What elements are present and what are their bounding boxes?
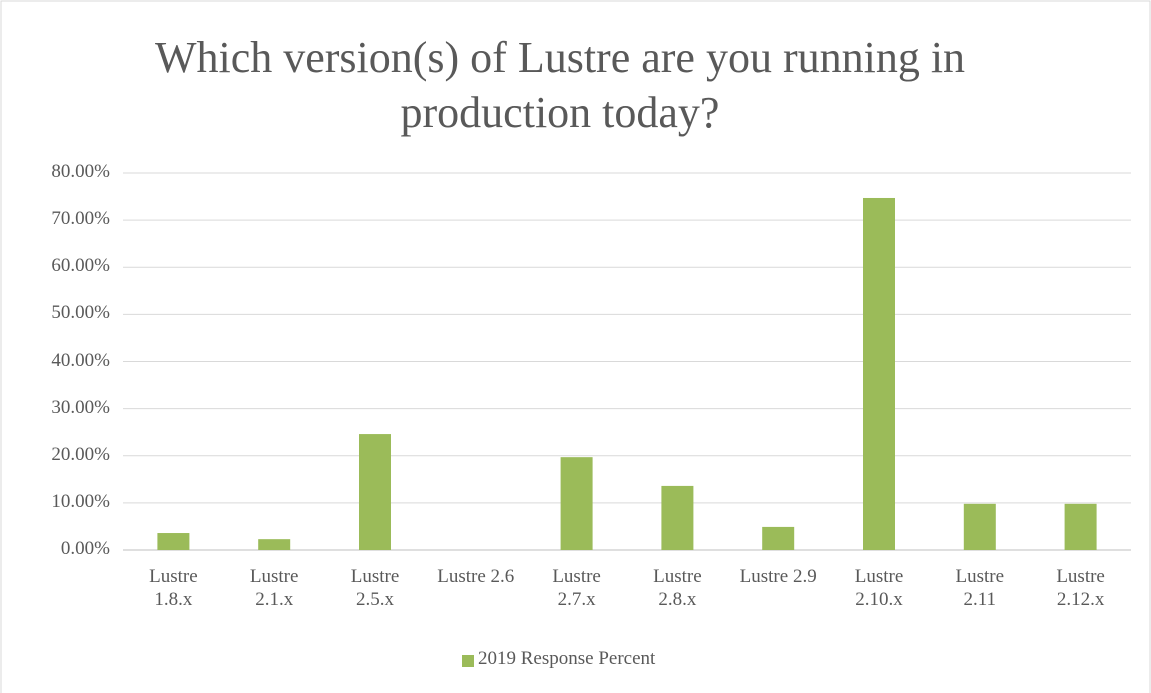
y-tick-label: 70.00% (51, 208, 110, 230)
bar (963, 503, 996, 550)
y-tick-label: 60.00% (51, 255, 110, 277)
bar (1064, 503, 1097, 550)
bar (762, 526, 795, 550)
y-tick-label: 80.00% (51, 161, 110, 182)
y-tick-label: 50.00% (51, 302, 110, 324)
x-tick-label: Lustre 2.6 (437, 566, 515, 587)
y-tick-label: 40.00% (51, 349, 110, 371)
x-tick-label: Lustre 1.8.x (149, 566, 198, 610)
y-tick-label: 20.00% (51, 443, 110, 465)
bar (863, 197, 895, 550)
y-tick-label: 0.00% (60, 538, 110, 559)
x-tick-label: Lustre 2.12.x (1056, 566, 1105, 610)
x-tick-label: Lustre 2.7.x (552, 566, 601, 610)
x-tick-label: Lustre 2.9 (739, 566, 817, 587)
x-tick-label: Lustre 2.1.x (249, 566, 299, 610)
bar (258, 539, 291, 550)
bar (560, 457, 593, 550)
legend-label: 2019 Response Percent (478, 648, 656, 669)
chart-title: Which version(s) of Lustre are you runni… (154, 33, 966, 137)
bar (157, 533, 190, 550)
legend-swatch (462, 655, 474, 667)
bar (661, 485, 694, 550)
x-tick-label: Lustre 2.10.x (854, 566, 904, 610)
bar (359, 434, 391, 550)
x-tick-label: Lustre 2.8.x (653, 566, 702, 610)
y-tick-label: 10.00% (51, 490, 110, 512)
x-tick-label: Lustre 2.5.x (350, 566, 400, 610)
x-tick-label: Lustre 2.11 (955, 566, 1005, 610)
y-tick-label: 30.00% (51, 396, 110, 418)
